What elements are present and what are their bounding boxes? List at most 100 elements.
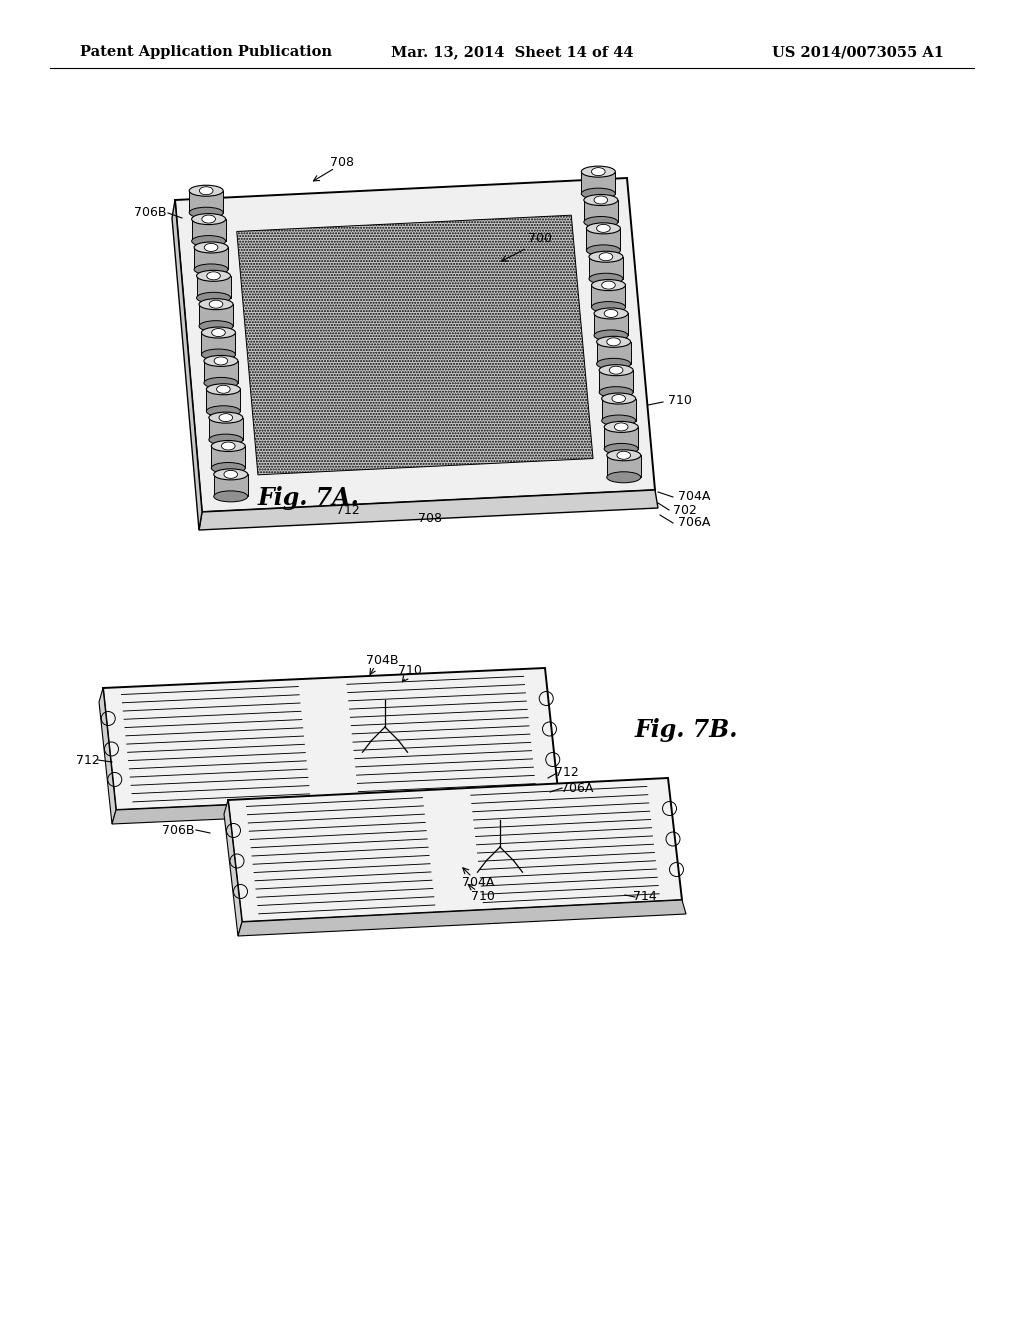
Ellipse shape [224, 470, 238, 478]
Polygon shape [589, 256, 623, 279]
Ellipse shape [202, 327, 236, 338]
Polygon shape [599, 370, 633, 392]
Ellipse shape [191, 235, 225, 247]
Ellipse shape [209, 300, 223, 308]
Ellipse shape [214, 356, 227, 364]
Ellipse shape [209, 412, 243, 424]
Polygon shape [604, 426, 638, 449]
Ellipse shape [589, 251, 623, 263]
Ellipse shape [592, 168, 605, 176]
Ellipse shape [599, 364, 633, 376]
Ellipse shape [189, 207, 223, 218]
Ellipse shape [602, 393, 636, 404]
Ellipse shape [604, 444, 638, 454]
Ellipse shape [597, 337, 631, 347]
Ellipse shape [587, 246, 621, 256]
Polygon shape [238, 900, 686, 936]
Ellipse shape [607, 450, 641, 461]
Ellipse shape [214, 469, 248, 480]
Ellipse shape [597, 358, 631, 370]
Ellipse shape [602, 414, 636, 426]
Text: 708: 708 [418, 511, 442, 524]
Ellipse shape [589, 273, 623, 284]
Polygon shape [112, 789, 562, 824]
Polygon shape [597, 342, 631, 364]
Polygon shape [592, 285, 626, 308]
Ellipse shape [199, 298, 233, 310]
Ellipse shape [205, 243, 218, 251]
Text: 706B: 706B [162, 824, 195, 837]
Polygon shape [199, 490, 658, 531]
Text: 704B: 704B [366, 653, 398, 667]
Text: 710: 710 [471, 891, 495, 903]
Ellipse shape [614, 422, 628, 430]
Polygon shape [211, 446, 246, 469]
Text: 704A: 704A [678, 491, 711, 503]
Text: 706A: 706A [678, 516, 711, 529]
Text: Fig. 7B.: Fig. 7B. [635, 718, 738, 742]
Ellipse shape [202, 215, 215, 223]
Polygon shape [237, 215, 593, 475]
Text: 710: 710 [668, 393, 692, 407]
Ellipse shape [197, 271, 230, 281]
Ellipse shape [607, 338, 621, 346]
Polygon shape [602, 399, 636, 421]
Polygon shape [582, 172, 615, 194]
Ellipse shape [202, 348, 236, 360]
Ellipse shape [214, 491, 248, 502]
Ellipse shape [594, 195, 607, 205]
Text: 702: 702 [673, 503, 697, 516]
Text: Mar. 13, 2014  Sheet 14 of 44: Mar. 13, 2014 Sheet 14 of 44 [391, 45, 633, 59]
Polygon shape [202, 333, 236, 355]
Ellipse shape [204, 355, 238, 367]
Text: US 2014/0073055 A1: US 2014/0073055 A1 [772, 45, 944, 59]
Text: 708: 708 [330, 157, 354, 169]
Ellipse shape [594, 330, 628, 341]
Polygon shape [207, 389, 241, 412]
Ellipse shape [191, 214, 225, 224]
Ellipse shape [207, 405, 241, 417]
Ellipse shape [207, 272, 220, 280]
Polygon shape [99, 688, 116, 824]
Ellipse shape [617, 451, 631, 459]
Polygon shape [584, 201, 617, 222]
Ellipse shape [607, 471, 641, 483]
Ellipse shape [582, 166, 615, 177]
Ellipse shape [599, 252, 612, 261]
Ellipse shape [584, 216, 617, 227]
Ellipse shape [592, 301, 626, 313]
Polygon shape [587, 228, 621, 251]
Ellipse shape [584, 194, 617, 206]
Ellipse shape [604, 421, 638, 433]
Polygon shape [204, 360, 238, 383]
Polygon shape [199, 304, 233, 326]
Polygon shape [195, 247, 228, 269]
Text: 712: 712 [555, 767, 579, 780]
Ellipse shape [216, 385, 230, 393]
Ellipse shape [599, 387, 633, 397]
Text: 710: 710 [398, 664, 422, 677]
Ellipse shape [219, 413, 232, 421]
Text: 706B: 706B [134, 206, 166, 219]
Text: 714: 714 [633, 891, 656, 903]
Polygon shape [172, 201, 202, 531]
Text: 712: 712 [76, 754, 100, 767]
Polygon shape [209, 417, 243, 440]
Polygon shape [214, 474, 248, 496]
Polygon shape [228, 777, 682, 921]
Ellipse shape [212, 329, 225, 337]
Polygon shape [197, 276, 230, 298]
Text: 706A: 706A [561, 781, 593, 795]
Ellipse shape [594, 308, 628, 319]
Ellipse shape [195, 264, 228, 275]
Ellipse shape [612, 395, 626, 403]
Ellipse shape [195, 242, 228, 253]
Text: Fig. 7A.: Fig. 7A. [258, 486, 359, 510]
Ellipse shape [209, 434, 243, 445]
Ellipse shape [211, 441, 246, 451]
Ellipse shape [587, 223, 621, 234]
Ellipse shape [207, 384, 241, 395]
Ellipse shape [189, 185, 223, 197]
Text: Patent Application Publication: Patent Application Publication [80, 45, 332, 59]
Polygon shape [607, 455, 641, 478]
